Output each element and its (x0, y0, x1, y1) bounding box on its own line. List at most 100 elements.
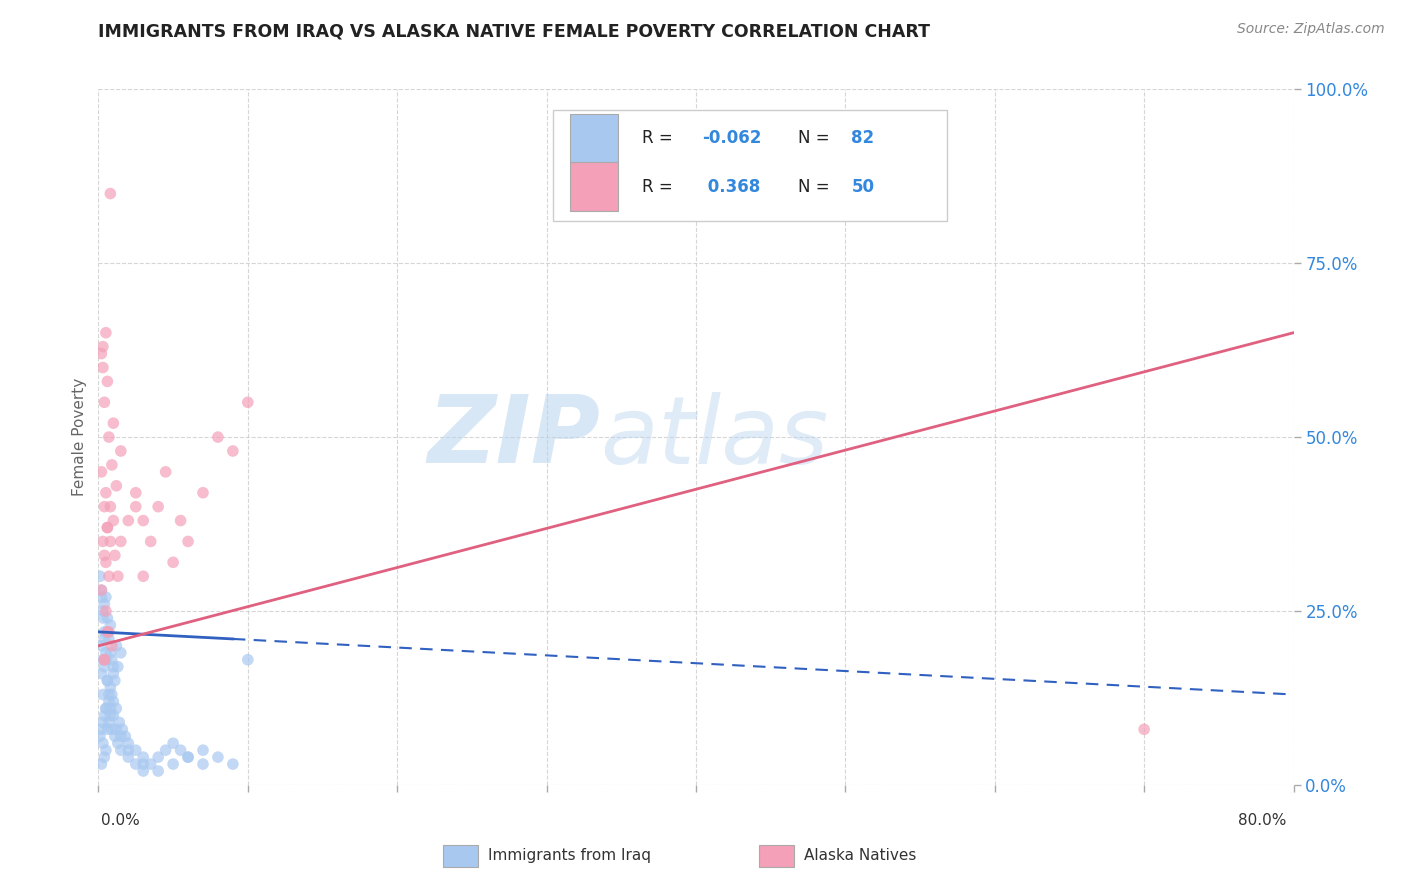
Point (98, 534, 122, 549)
Point (90, 757, 112, 772)
Point (191, 743, 214, 757)
Point (110, 729, 132, 743)
Point (91, 736, 114, 750)
Point (96, 375, 118, 389)
Point (107, 736, 129, 750)
Point (97, 430, 120, 444)
Point (93, 395, 115, 409)
Point (94, 604, 117, 618)
Text: 80.0%: 80.0% (1239, 814, 1286, 828)
Point (139, 757, 162, 772)
Point (110, 743, 132, 757)
Point (104, 729, 127, 743)
Point (96, 520, 118, 534)
Text: ZIP: ZIP (427, 391, 600, 483)
Point (169, 514, 191, 528)
Point (132, 757, 155, 772)
Point (98, 681, 122, 695)
Point (98, 500, 122, 514)
Point (89, 729, 111, 743)
Text: R =: R = (643, 178, 678, 195)
Point (90, 666, 112, 681)
Text: -0.062: -0.062 (702, 129, 761, 147)
Point (94, 646, 117, 660)
Point (177, 750, 200, 764)
Point (103, 514, 125, 528)
Point (93, 659, 115, 673)
Text: IMMIGRANTS FROM IRAQ VS ALASKA NATIVE FEMALE POVERTY CORRELATION CHART: IMMIGRANTS FROM IRAQ VS ALASKA NATIVE FE… (98, 22, 931, 40)
Text: 82: 82 (851, 129, 875, 147)
Point (91, 715, 114, 730)
Point (105, 639, 128, 653)
Point (114, 729, 136, 743)
Point (117, 736, 139, 750)
Point (105, 723, 128, 737)
Point (93, 653, 115, 667)
Point (236, 395, 259, 409)
Point (91, 611, 114, 625)
Point (236, 653, 259, 667)
Point (97, 688, 120, 702)
Text: 0.368: 0.368 (702, 178, 761, 195)
Point (90, 723, 112, 737)
Point (90, 590, 112, 604)
Point (96, 624, 118, 639)
Point (104, 673, 127, 688)
Point (97, 624, 120, 639)
Point (110, 646, 132, 660)
Point (101, 458, 124, 472)
Point (108, 715, 131, 730)
Point (177, 534, 200, 549)
Point (207, 750, 229, 764)
Point (98, 646, 122, 660)
Point (96, 723, 118, 737)
Point (91, 653, 114, 667)
Point (125, 743, 148, 757)
Point (98, 701, 122, 715)
Text: N =: N = (797, 129, 834, 147)
Point (97, 694, 120, 708)
Point (93, 624, 115, 639)
Point (93, 750, 115, 764)
Point (162, 757, 184, 772)
Point (89, 569, 111, 583)
Point (91, 340, 114, 354)
Point (125, 757, 148, 772)
Point (103, 666, 125, 681)
Text: 0.0%: 0.0% (101, 814, 141, 828)
Point (111, 723, 134, 737)
Point (94, 326, 117, 340)
Text: atlas: atlas (600, 392, 828, 483)
Point (103, 659, 125, 673)
Point (125, 485, 148, 500)
Point (155, 465, 177, 479)
Point (169, 743, 191, 757)
Point (93, 549, 115, 563)
Text: Immigrants from Iraq: Immigrants from Iraq (488, 848, 651, 863)
Point (132, 514, 155, 528)
Point (97, 569, 120, 583)
Point (96, 520, 118, 534)
Point (94, 555, 117, 569)
Text: N =: N = (797, 178, 834, 195)
Point (125, 500, 148, 514)
Point (103, 708, 125, 723)
Point (90, 346, 112, 360)
Point (222, 757, 245, 772)
Point (94, 590, 117, 604)
Point (101, 639, 124, 653)
Point (191, 757, 214, 772)
Text: 50: 50 (851, 178, 875, 195)
Point (96, 611, 118, 625)
Point (94, 743, 117, 757)
Point (93, 500, 115, 514)
Point (139, 534, 162, 549)
Point (98, 186, 122, 201)
Point (207, 430, 229, 444)
Point (90, 583, 112, 598)
Point (117, 750, 139, 764)
Text: Source: ZipAtlas.com: Source: ZipAtlas.com (1237, 22, 1385, 37)
Point (90, 639, 112, 653)
Y-axis label: Female Poverty: Female Poverty (72, 378, 87, 496)
Point (101, 653, 124, 667)
